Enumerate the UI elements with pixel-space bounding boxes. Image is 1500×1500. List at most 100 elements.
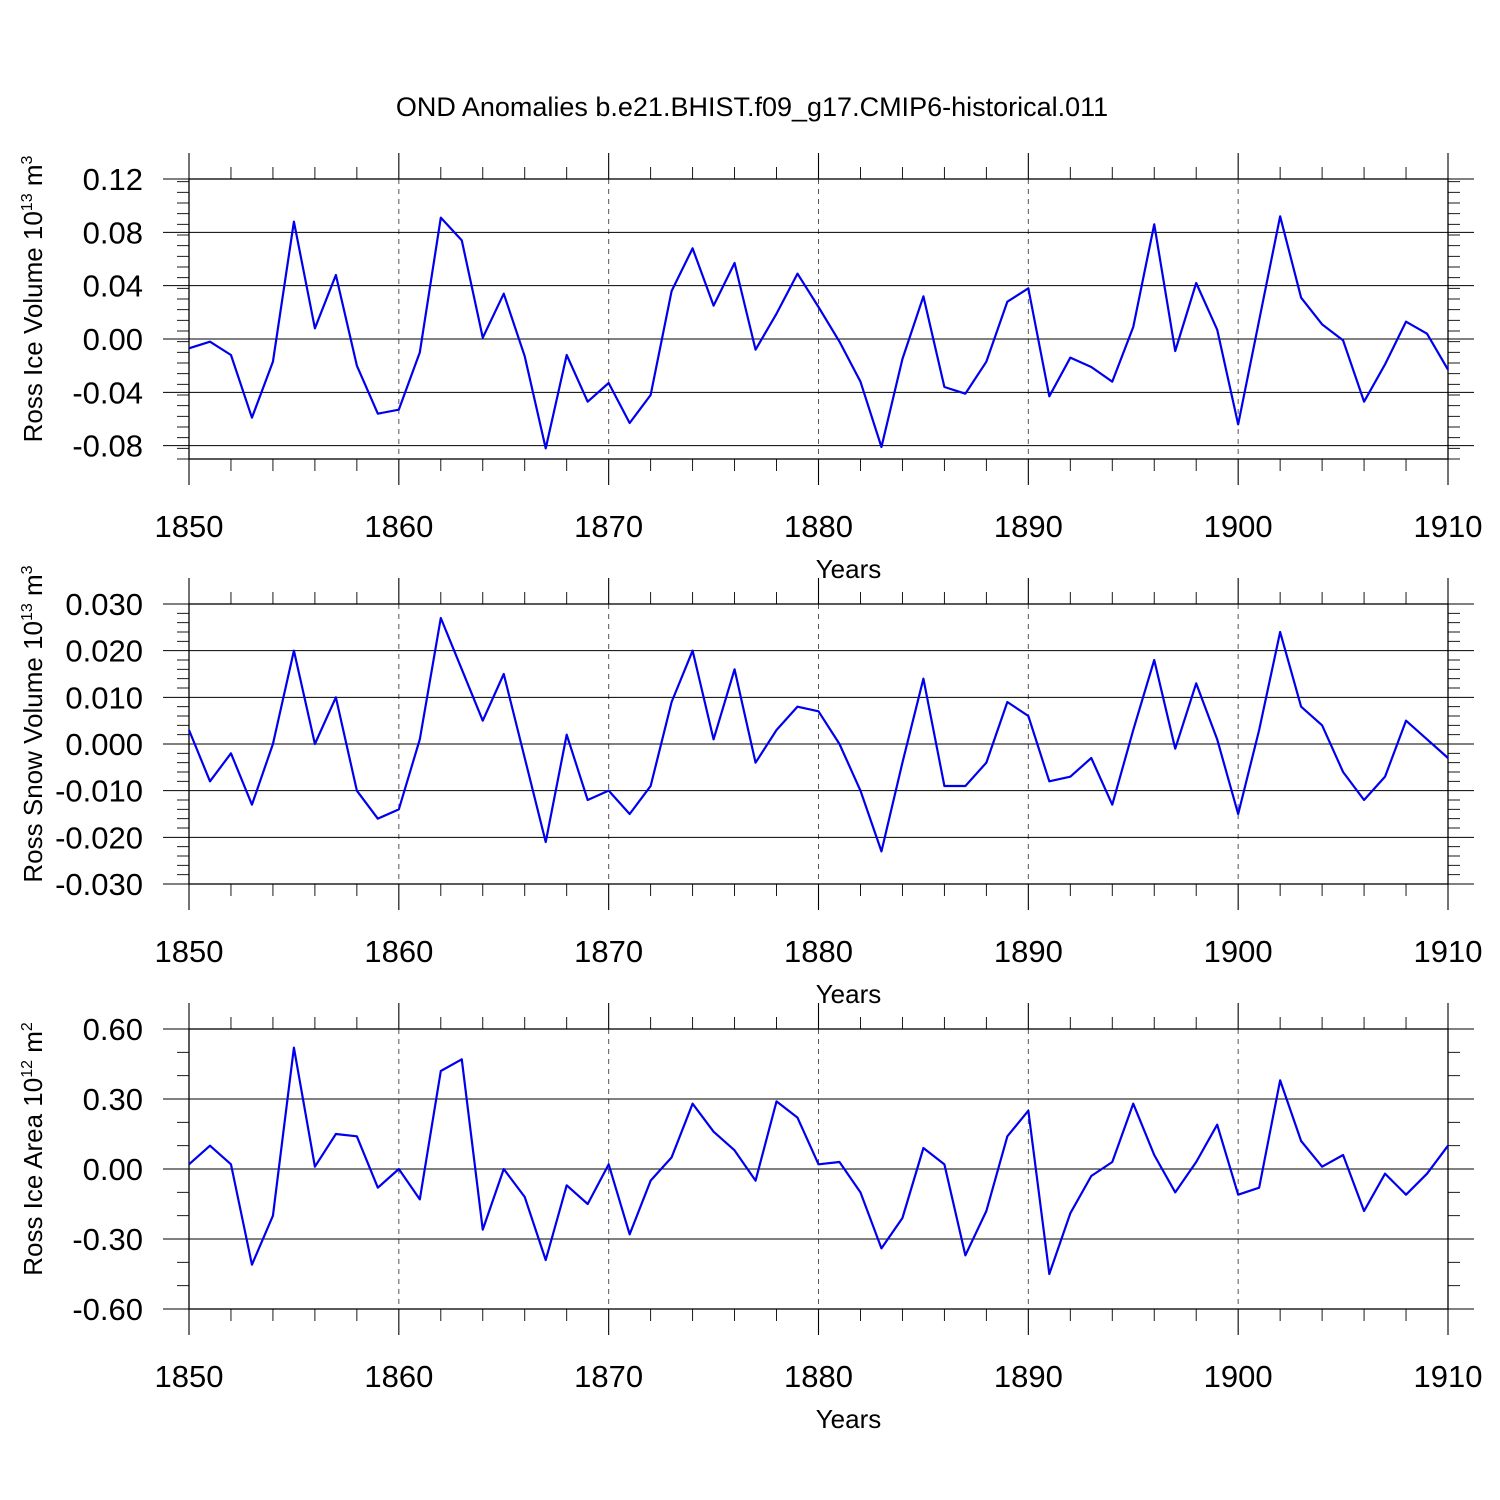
y-axis-title-part: m [18,164,48,193]
y-tick-label: 0.30 [83,1082,143,1117]
data-point [1132,1103,1134,1105]
data-point [398,1168,400,1170]
x-tick-label: 1850 [155,934,224,969]
data-point [1174,748,1176,750]
data-point [1363,1210,1365,1212]
data-point [1447,1145,1449,1147]
data-point [566,1184,568,1186]
data-point [293,1047,295,1049]
data-point [734,1149,736,1151]
data-point [1153,223,1155,225]
data-point [650,1180,652,1182]
data-point [377,1187,379,1189]
data-point [1111,1161,1113,1163]
x-tick-label: 1900 [1204,934,1273,969]
data-point [734,668,736,670]
data-point [1069,357,1071,359]
data-point [650,394,652,396]
y-axis-title: Ross Ice Volume 1013 m3 [18,155,48,442]
data-point [818,1163,820,1165]
y-axis-title-part: 13 [19,193,36,211]
data-point [1258,319,1260,321]
data-point [1279,631,1281,633]
data-point [1027,1110,1029,1112]
y-axis-title-part: m [18,574,48,603]
data-point [545,841,547,843]
x-axis-title: Years [816,979,882,1009]
data-point [461,668,463,670]
y-tick-label: -0.030 [55,867,143,902]
data-point [671,1156,673,1158]
data-point [230,1163,232,1165]
data-point [859,381,861,383]
data-point [608,382,610,384]
x-tick-label: 1860 [364,1359,433,1394]
data-point [251,804,253,806]
data-point [922,678,924,680]
data-point [629,813,631,815]
data-point [650,785,652,787]
data-point [964,785,966,787]
data-point [356,365,358,367]
data-point [1363,799,1365,801]
chart-title: OND Anomalies b.e21.BHIST.f09_g17.CMIP6-… [396,92,1108,122]
data-point [524,1196,526,1198]
data-point [880,1247,882,1249]
data-point [1447,757,1449,759]
x-tick-label: 1850 [155,509,224,544]
data-point [251,417,253,419]
data-point [272,1215,274,1217]
panel-snow-volume: -0.030 -0.020 -0.010 0.000 0.010 0.020 0.030 18… [18,565,1482,1009]
x-tick-label: 1860 [364,509,433,544]
data-point [608,1163,610,1165]
data-point [1237,1194,1239,1196]
data-point [440,617,442,619]
data-point [922,295,924,297]
data-point [1384,776,1386,778]
data-point [901,358,903,360]
data-point [1132,729,1134,731]
data-point [1027,287,1029,289]
data-point [419,738,421,740]
data-point [272,743,274,745]
data-point [713,738,715,740]
data-point [1195,282,1197,284]
series-line-snow-volume [187,616,1449,853]
data-point [188,347,190,349]
data-point [1111,804,1113,806]
y-tick-label: 0.12 [83,162,143,197]
data-point [293,221,295,223]
data-point [818,710,820,712]
data-point [1300,297,1302,299]
data-point [1195,1161,1197,1163]
panel-ice-area: -0.60 -0.30 0.00 0.30 0.60 1850 1860 1870 1880 18… [18,1003,1482,1434]
data-point [1237,423,1239,425]
data-point [755,762,757,764]
data-point [776,1100,778,1102]
data-point [943,785,945,787]
data-point [1090,366,1092,368]
data-point [1279,215,1281,217]
data-point [356,790,358,792]
y-axis-title-part: 2 [19,1022,36,1031]
data-point [482,1229,484,1231]
data-point [1237,813,1239,815]
data-point [692,247,694,249]
data-point [251,1264,253,1266]
series-line-ice-area [188,1046,1449,1276]
data-point [964,1254,966,1256]
y-tick-label: 0.00 [83,1152,143,1187]
data-point [943,1163,945,1165]
data-point [482,720,484,722]
data-point [314,743,316,745]
data-point [1069,776,1071,778]
x-tick-label: 1870 [574,509,643,544]
y-tick-label: 0.030 [65,587,143,622]
data-point [356,1135,358,1137]
x-tick-label: 1860 [364,934,433,969]
data-point [587,799,589,801]
data-point [922,1147,924,1149]
x-tick-label: 1870 [574,1359,643,1394]
data-point [1174,1191,1176,1193]
